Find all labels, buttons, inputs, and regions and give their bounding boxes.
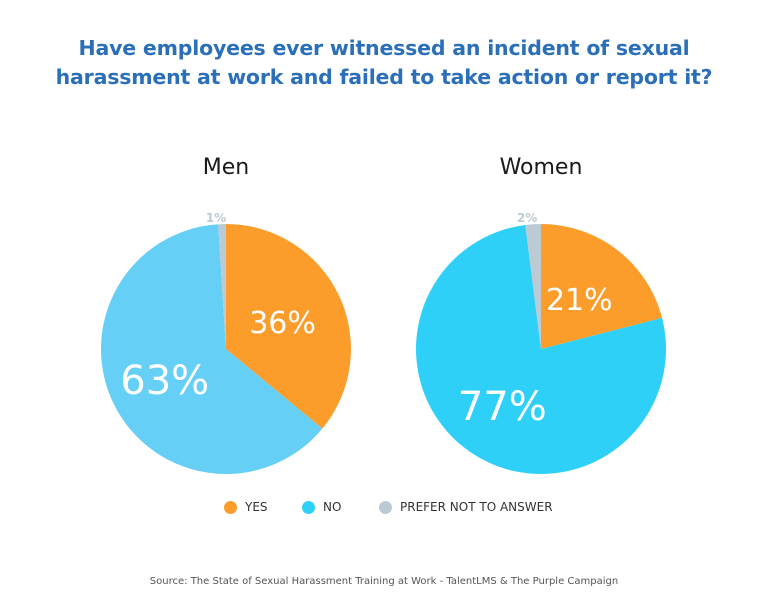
chart-title-line-2: harassment at work and failed to take ac… [55,65,713,89]
men-chart-label: Men [202,155,250,180]
legend-swatch-no [302,500,315,514]
chart-legend: YES NO PREFER NOT TO ANSWER [0,500,768,520]
pie-label-prefer-not: 1% [206,211,226,225]
pie-label-no: 77% [458,384,547,430]
legend-label-no: NO [323,500,342,514]
legend-item-prefer-not: PREFER NOT TO ANSWER [379,500,553,514]
legend-label-yes: YES [245,500,268,514]
women-chart-label: Women [499,155,583,180]
pie-slice-yes [226,224,351,429]
women-pie-chart: 21% 77% 2% [416,211,666,474]
legend-item-no: NO [302,500,341,514]
pie-slice-prefer-not [218,224,226,349]
pie-label-no: 63% [120,358,209,404]
source-note: Source: The State of Sexual Harassment T… [149,576,619,587]
chart-title: Have employees ever witnessed an inciden… [0,34,768,92]
legend-swatch-yes [224,500,237,514]
pie-slice-yes [541,224,663,349]
legend-item-yes: YES [224,500,268,514]
pie-label-yes: 21% [546,283,613,318]
legend-swatch-prefer-not [379,500,392,514]
men-pie-chart: 36% 63% 1% [100,211,351,474]
pie-slice-no [416,224,666,474]
pie-slice-no [100,224,323,474]
pie-slice-prefer-not [525,224,541,349]
pie-label-prefer-not: 2% [517,211,537,225]
chart-title-line-1: Have employees ever witnessed an inciden… [78,36,690,60]
pie-label-yes: 36% [249,306,316,341]
legend-label-prefer-not: PREFER NOT TO ANSWER [400,500,553,514]
